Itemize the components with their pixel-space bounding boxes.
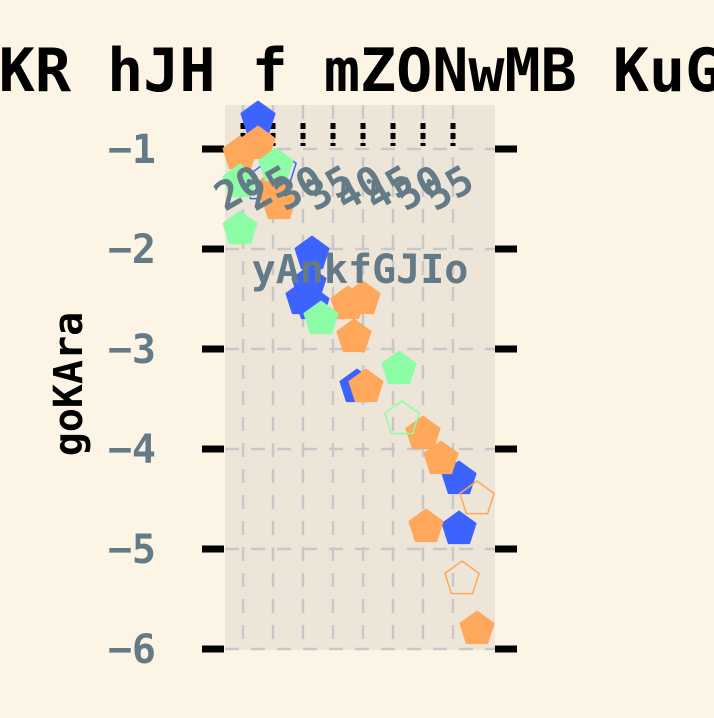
data-point: [303, 300, 339, 335]
data-point: [405, 415, 441, 450]
data-point: [258, 147, 294, 182]
data-point: [336, 318, 372, 353]
data-point: [441, 510, 477, 545]
data-point: [384, 400, 420, 435]
y-tick-label: −2: [108, 227, 156, 273]
y-axis-label: goKAra: [46, 312, 92, 457]
axes: [202, 123, 517, 653]
data-point: [261, 185, 297, 220]
data-point: [348, 368, 384, 403]
data-point: [459, 610, 495, 645]
data-markers: [222, 100, 495, 645]
data-point: [459, 480, 495, 515]
data-point: [423, 440, 459, 475]
data-point: [345, 280, 381, 315]
data-point: [381, 350, 417, 385]
y-tick-label: −5: [108, 527, 156, 573]
data-point: [408, 508, 444, 543]
data-point: [222, 210, 258, 245]
y-tick-label: −4: [108, 427, 156, 473]
data-point: [222, 163, 258, 198]
x-axis-label: yAnkfGJIo: [252, 247, 469, 293]
y-tick-label: −6: [108, 627, 156, 673]
chart-title: KR hJH f mZONwMB KuG: [0, 36, 714, 106]
data-point: [444, 560, 480, 595]
y-tick-label: −3: [108, 327, 156, 373]
y-tick-label: −1: [108, 127, 156, 173]
